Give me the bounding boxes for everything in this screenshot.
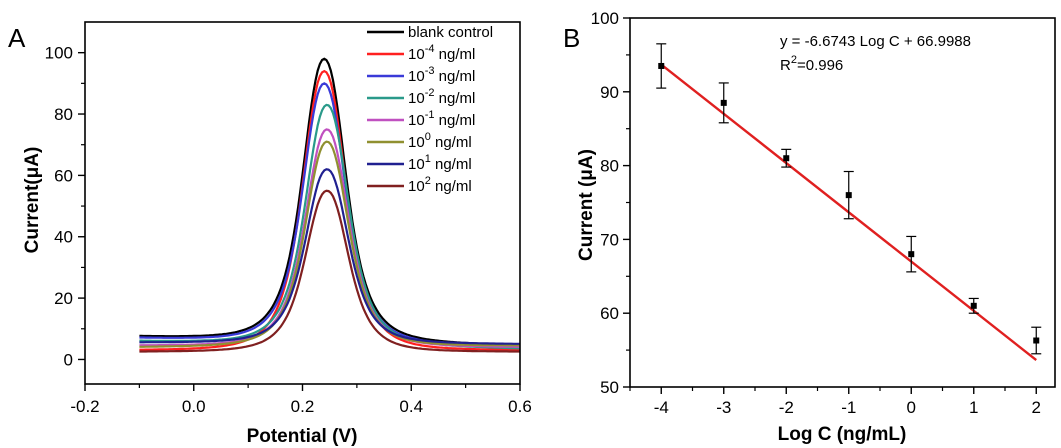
panel-a-legend-label-0: blank control xyxy=(408,24,493,41)
panel-b-points xyxy=(656,43,1042,355)
panel-b-data-point xyxy=(658,62,665,69)
panel-b-data-point xyxy=(908,251,915,258)
panel-a-curves xyxy=(139,57,521,353)
panel-b-x-axis: -4 -3 -2 -1 0 1 2 xyxy=(629,387,1041,417)
panel-b-x-tick-label: 0 xyxy=(907,398,916,417)
panel-b-y-tick-label: 80 xyxy=(600,157,619,176)
panel-b-data-point xyxy=(1033,337,1040,344)
panel-b-r-squared: R2=0.996 xyxy=(780,54,843,74)
panel-a-y-axis-title: Current(μA) xyxy=(22,147,43,254)
panel-b-x-tick-label: -1 xyxy=(841,398,856,417)
panel-a-x-axis-title: Potential (V) xyxy=(247,426,358,447)
panel-b-letter: B xyxy=(563,23,580,53)
panel-a-x-axis: -0.2 0.0 0.2 0.4 0.6 xyxy=(70,384,532,416)
panel-b-x-tick-label: 2 xyxy=(1032,398,1041,417)
panel-b-y-axis-title: Current (μA) xyxy=(576,149,597,261)
panel-a-y-axis: 0 20 40 60 80 100 xyxy=(45,44,85,369)
panel-a-legend-label-2: 10-3 ng/ml xyxy=(408,65,475,85)
panel-b-x-tick-label: -4 xyxy=(654,398,669,417)
panel-b-chart: B -4 -3 -2 -1 0 1 2 50 60 70 80 90 100 Log C (ng/mL… xyxy=(563,9,1056,445)
panel-a-series-line-5 xyxy=(139,140,520,348)
panel-a-x-tick-label: 0.6 xyxy=(508,397,532,416)
panel-a-x-tick-label: -0.2 xyxy=(70,397,99,416)
panel-a-legend-label-5: 100 ng/ml xyxy=(408,131,472,151)
panel-b-y-tick-label: 50 xyxy=(600,378,619,397)
panel-a-x-tick-label: 0.0 xyxy=(182,397,206,416)
panel-a-chart: A -0.2 0.0 0.2 0.4 0.6 0 20 40 60 80 100 Potentia… xyxy=(8,21,532,447)
panel-a-series-line-7 xyxy=(139,189,520,353)
panel-b-y-tick-label: 70 xyxy=(600,230,619,249)
panel-a-legend-label-7: 102 ng/ml xyxy=(408,175,472,195)
panel-a-y-tick-label: 80 xyxy=(54,105,73,124)
panel-a-legend-label-1: 10-4 ng/ml xyxy=(408,43,475,63)
panel-a-legend-label-4: 10-1 ng/ml xyxy=(408,109,475,129)
panel-a-series-line-1 xyxy=(139,69,520,351)
panel-b-data-point xyxy=(970,302,977,309)
panel-b-y-axis: 50 60 70 80 90 100 xyxy=(591,9,630,397)
panel-b-x-tick-label: 1 xyxy=(969,398,978,417)
panel-b-x-tick-label: -3 xyxy=(716,398,731,417)
panel-b-data-point xyxy=(720,99,727,106)
panel-a-y-tick-label: 60 xyxy=(54,166,73,185)
panel-b-y-tick-label: 60 xyxy=(600,304,619,323)
panel-b-data-point xyxy=(783,155,790,162)
panel-b-fit-equation: y = -6.6743 Log C + 66.9988 xyxy=(780,33,971,50)
panel-a-legend-label-6: 101 ng/ml xyxy=(408,153,472,173)
panel-b-x-axis-title: Log C (ng/mL) xyxy=(778,424,907,445)
panel-b-y-tick-label: 90 xyxy=(600,83,619,102)
panel-a-letter: A xyxy=(8,23,26,53)
panel-a-x-tick-label: 0.2 xyxy=(291,397,315,416)
panel-b-x-tick-label: -2 xyxy=(779,398,794,417)
panel-a-y-tick-label: 40 xyxy=(54,228,73,247)
panel-b-y-tick-label: 100 xyxy=(591,9,619,28)
panel-a-y-tick-label: 20 xyxy=(54,289,73,308)
panel-a-legend-label-3: 10-2 ng/ml xyxy=(408,87,475,107)
panel-a-series-line-6 xyxy=(139,168,520,345)
panel-b-data-point xyxy=(845,192,852,199)
panel-a-y-tick-label: 100 xyxy=(45,44,73,63)
panel-a-y-tick-label: 0 xyxy=(64,350,73,369)
panel-a-x-tick-label: 0.4 xyxy=(399,397,423,416)
